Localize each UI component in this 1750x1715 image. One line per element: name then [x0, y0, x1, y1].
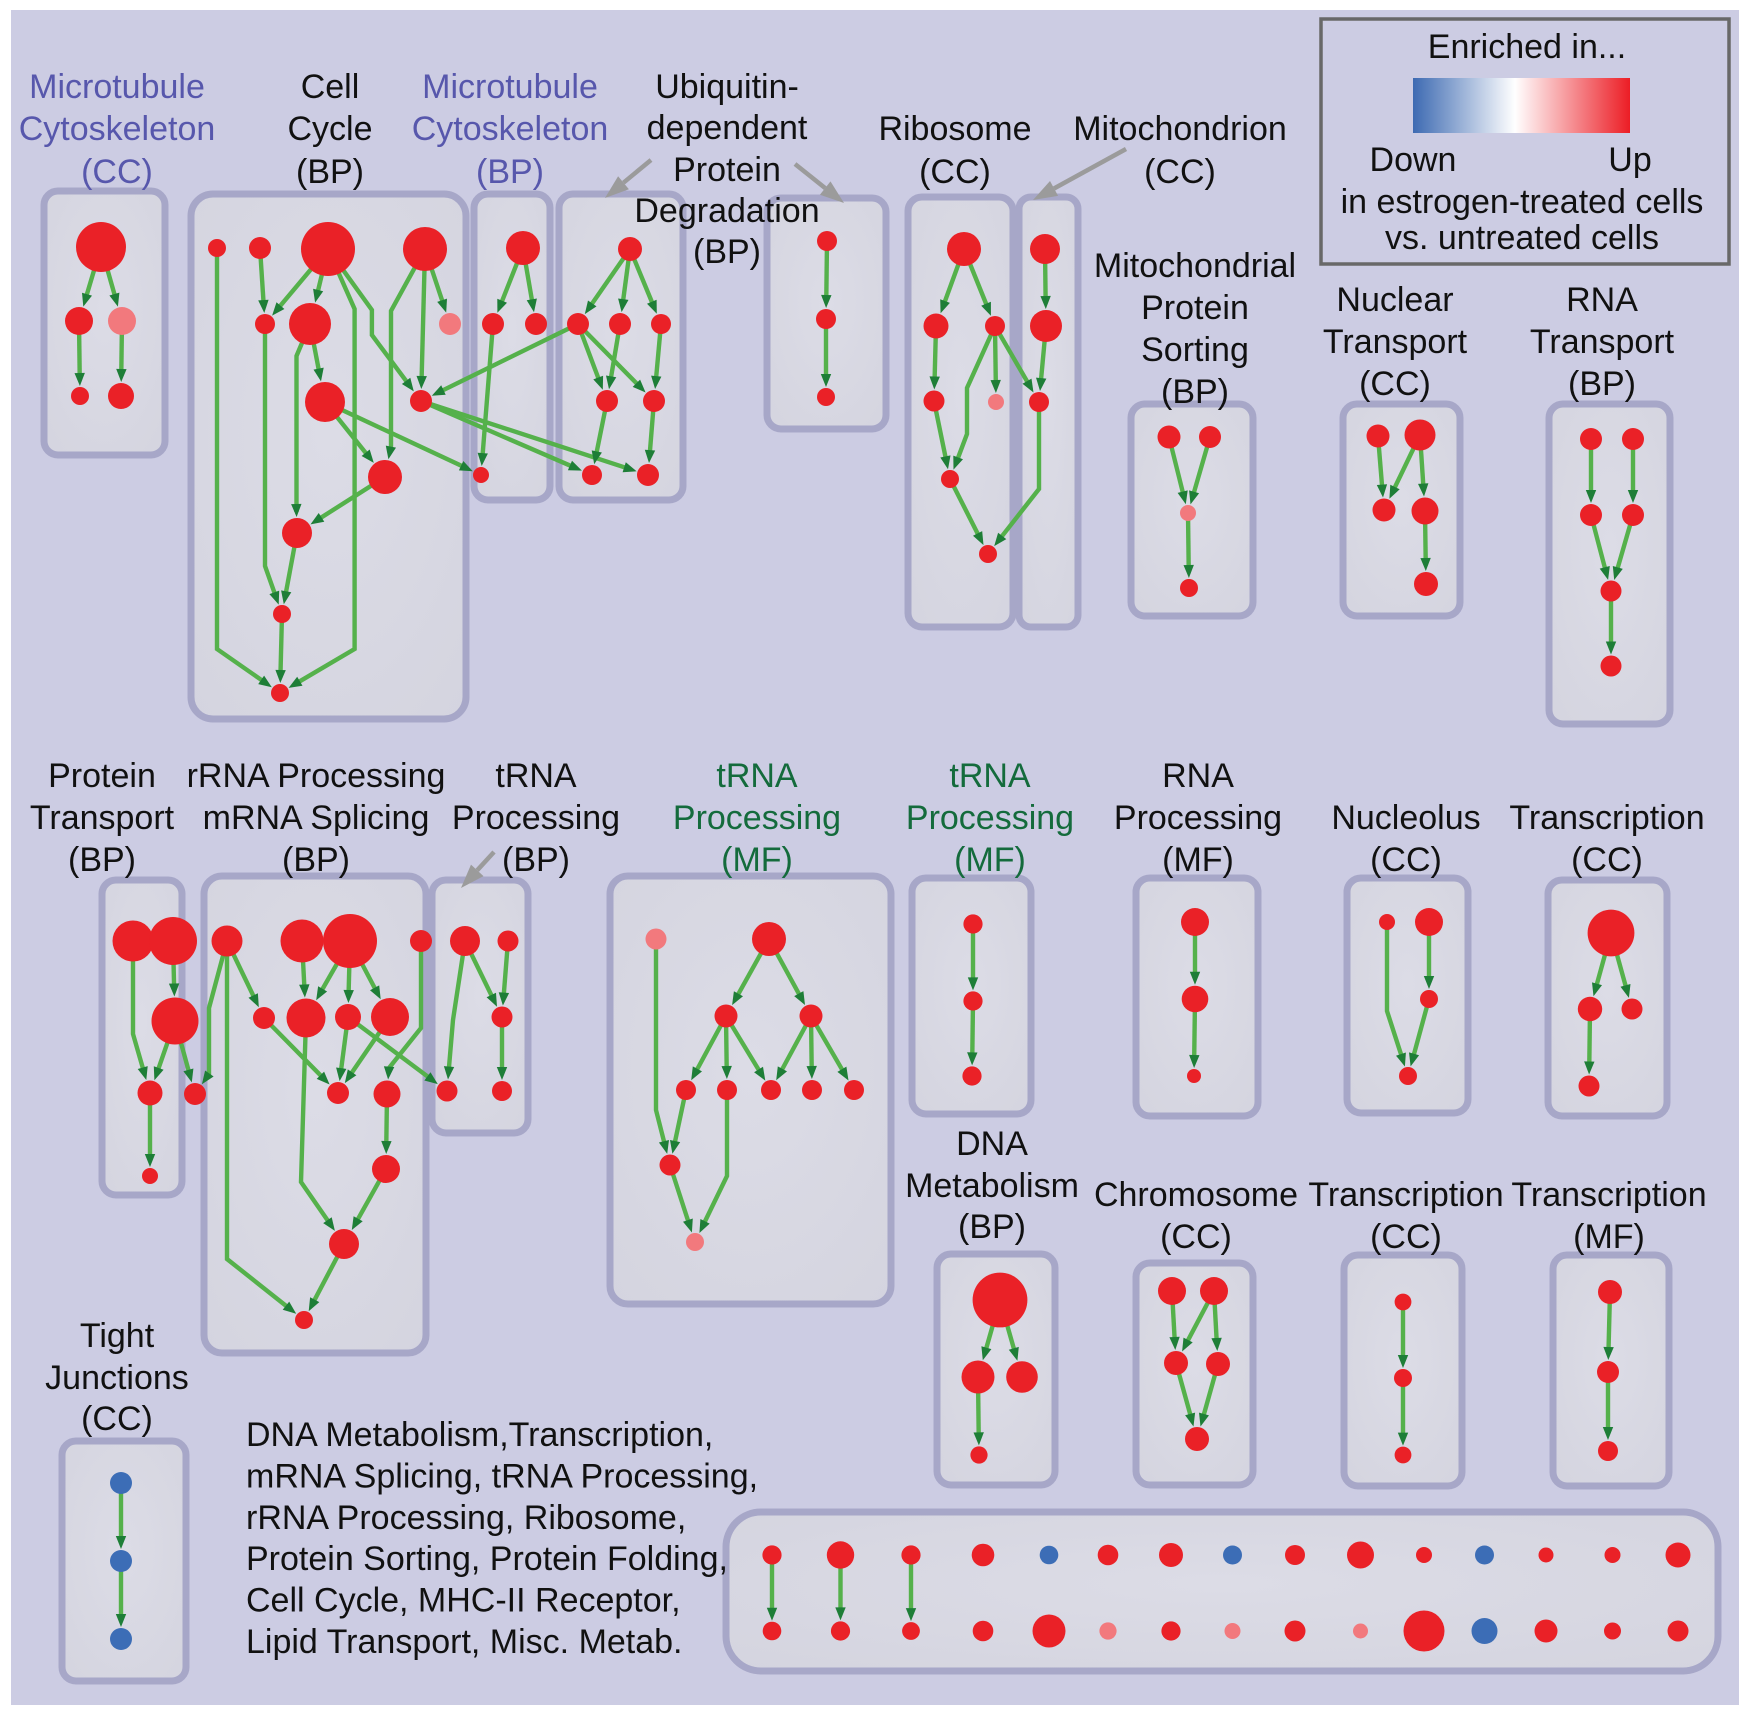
svg-text:Nucleolus: Nucleolus — [1331, 799, 1480, 837]
svg-text:Transcription: Transcription — [1509, 799, 1704, 837]
svg-text:Down: Down — [1370, 141, 1457, 179]
svg-text:(BP): (BP) — [296, 153, 364, 191]
svg-text:DNA: DNA — [956, 1125, 1028, 1163]
svg-text:(BP): (BP) — [958, 1208, 1026, 1246]
svg-text:(BP): (BP) — [1161, 373, 1229, 411]
svg-text:Ribosome: Ribosome — [878, 110, 1031, 148]
svg-text:Cytoskeleton: Cytoskeleton — [19, 110, 216, 148]
svg-text:RNA: RNA — [1566, 281, 1638, 319]
svg-text:(BP): (BP) — [1568, 365, 1636, 403]
svg-text:Ubiquitin-: Ubiquitin- — [655, 68, 799, 106]
svg-text:(BP): (BP) — [502, 841, 570, 879]
svg-text:Transcription: Transcription — [1511, 1176, 1706, 1214]
svg-text:(BP): (BP) — [68, 841, 136, 879]
svg-text:Transport: Transport — [30, 799, 175, 837]
svg-text:mRNA Splicing, tRNA Processing: mRNA Splicing, tRNA Processing, — [246, 1457, 758, 1495]
svg-text:(CC): (CC) — [1571, 841, 1643, 879]
svg-text:Nuclear: Nuclear — [1336, 281, 1453, 319]
svg-text:Mitochondrion: Mitochondrion — [1073, 110, 1287, 148]
svg-text:mRNA Splicing: mRNA Splicing — [203, 799, 430, 837]
svg-text:Microtubule: Microtubule — [422, 68, 598, 106]
svg-text:dependent: dependent — [647, 109, 808, 147]
svg-text:Processing: Processing — [1114, 799, 1282, 837]
svg-text:Transport: Transport — [1530, 323, 1675, 361]
svg-text:DNA Metabolism,Transcription,: DNA Metabolism,Transcription, — [246, 1416, 713, 1454]
svg-text:Sorting: Sorting — [1141, 331, 1249, 369]
svg-text:rRNA Processing, Ribosome,: rRNA Processing, Ribosome, — [246, 1499, 686, 1537]
svg-text:(CC): (CC) — [81, 1400, 153, 1438]
svg-text:tRNA: tRNA — [949, 757, 1031, 795]
svg-text:tRNA: tRNA — [716, 757, 798, 795]
svg-text:Processing: Processing — [906, 799, 1074, 837]
svg-text:Cell: Cell — [301, 68, 360, 106]
svg-text:(MF): (MF) — [1573, 1218, 1645, 1256]
svg-text:Transcription: Transcription — [1308, 1176, 1503, 1214]
svg-text:Microtubule: Microtubule — [29, 68, 205, 106]
svg-text:Junctions: Junctions — [45, 1359, 189, 1397]
svg-text:Metabolism: Metabolism — [905, 1167, 1079, 1205]
svg-text:(CC): (CC) — [919, 153, 991, 191]
svg-text:(MF): (MF) — [954, 841, 1026, 879]
svg-text:(MF): (MF) — [721, 841, 793, 879]
svg-text:(CC): (CC) — [1370, 841, 1442, 879]
svg-text:(MF): (MF) — [1162, 841, 1234, 879]
svg-text:(BP): (BP) — [693, 233, 761, 271]
svg-text:Mitochondrial: Mitochondrial — [1094, 247, 1296, 285]
svg-text:(BP): (BP) — [476, 153, 544, 191]
svg-text:Protein: Protein — [1141, 289, 1249, 327]
svg-text:Up: Up — [1608, 141, 1651, 179]
svg-text:Cytoskeleton: Cytoskeleton — [412, 110, 609, 148]
svg-text:Processing: Processing — [673, 799, 841, 837]
svg-text:(CC): (CC) — [1160, 1218, 1232, 1256]
svg-text:(CC): (CC) — [81, 153, 153, 191]
svg-text:tRNA: tRNA — [495, 757, 577, 795]
svg-text:(CC): (CC) — [1359, 365, 1431, 403]
svg-text:Cell Cycle, MHC-II Receptor,: Cell Cycle, MHC-II Receptor, — [246, 1582, 681, 1620]
svg-text:vs. untreated cells: vs. untreated cells — [1385, 219, 1659, 257]
svg-text:(BP): (BP) — [282, 841, 350, 879]
svg-text:Enriched in...: Enriched in... — [1428, 28, 1626, 66]
svg-text:Lipid Transport, Misc. Metab.: Lipid Transport, Misc. Metab. — [246, 1623, 683, 1661]
svg-text:in estrogen-treated cells: in estrogen-treated cells — [1341, 183, 1704, 221]
svg-text:Tight: Tight — [80, 1317, 155, 1355]
svg-text:rRNA Processing: rRNA Processing — [187, 757, 446, 795]
svg-text:Degradation: Degradation — [634, 192, 819, 230]
svg-text:Chromosome: Chromosome — [1094, 1176, 1298, 1214]
svg-text:Cycle: Cycle — [287, 110, 372, 148]
svg-text:(CC): (CC) — [1370, 1218, 1442, 1256]
svg-text:Protein: Protein — [48, 757, 156, 795]
svg-text:Processing: Processing — [452, 799, 620, 837]
svg-text:RNA: RNA — [1162, 757, 1234, 795]
svg-text:Protein Sorting, Protein Foldi: Protein Sorting, Protein Folding, — [246, 1540, 728, 1578]
svg-text:(CC): (CC) — [1144, 153, 1216, 191]
svg-text:Transport: Transport — [1323, 323, 1468, 361]
svg-text:Protein: Protein — [673, 151, 781, 189]
